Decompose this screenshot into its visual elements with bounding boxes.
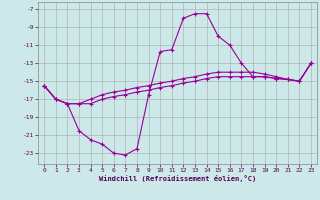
X-axis label: Windchill (Refroidissement éolien,°C): Windchill (Refroidissement éolien,°C) — [99, 175, 256, 182]
